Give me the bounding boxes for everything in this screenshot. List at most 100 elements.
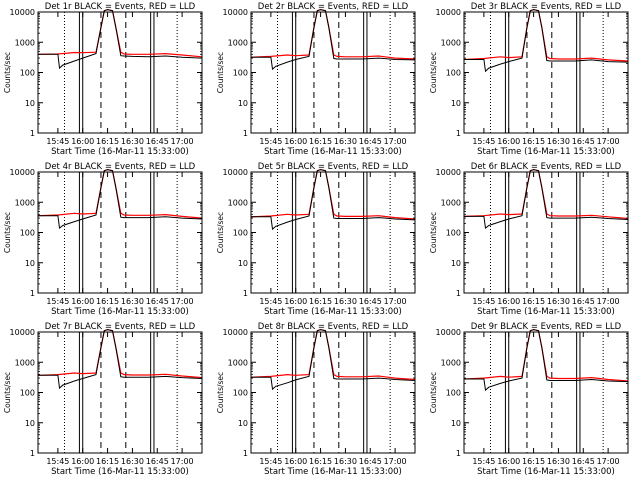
x-tick-label: 15:45 bbox=[259, 297, 282, 306]
x-tick-label: 16:15 bbox=[309, 297, 332, 306]
detector-panel: Det 7r BLACK = Events, RED = LLD 1 10 100 10… bbox=[3, 322, 203, 477]
y-tick-label: 1000 bbox=[15, 358, 35, 367]
x-tick-label: 17:00 bbox=[171, 297, 194, 306]
x-tick-label: 16:45 bbox=[359, 137, 382, 146]
x-tick-label: 15:45 bbox=[259, 457, 282, 466]
x-tick-label: 15:45 bbox=[472, 297, 495, 306]
y-axis-label: Counts/sec bbox=[216, 52, 225, 93]
x-tick-label: 16:15 bbox=[96, 137, 119, 146]
x-tick-label: 17:00 bbox=[171, 457, 194, 466]
events-series-line bbox=[251, 169, 416, 231]
panel-title: Det 2r BLACK = Events, RED = LLD bbox=[258, 2, 409, 12]
y-tick-label: 10 bbox=[25, 419, 35, 428]
x-tick-label: 16:30 bbox=[334, 457, 357, 466]
y-tick-label: 10000 bbox=[436, 168, 461, 177]
x-tick-label: 16:45 bbox=[359, 297, 382, 306]
events-series-line bbox=[251, 9, 416, 71]
y-tick-label: 1000 bbox=[15, 38, 35, 47]
y-tick-label: 1 bbox=[456, 129, 461, 138]
panel-title: Det 5r BLACK = Events, RED = LLD bbox=[258, 162, 409, 172]
x-tick-label: 16:00 bbox=[284, 457, 307, 466]
x-axis-label: Start Time (16-Mar-11 15:33:00) bbox=[477, 147, 615, 157]
panel-title: Det 7r BLACK = Events, RED = LLD bbox=[45, 322, 196, 332]
x-tick-label: 16:00 bbox=[497, 457, 520, 466]
y-tick-label: 100 bbox=[20, 389, 35, 398]
x-tick-label: 16:15 bbox=[522, 457, 545, 466]
y-tick-label: 1000 bbox=[441, 198, 461, 207]
y-tick-label: 10000 bbox=[223, 328, 248, 337]
x-tick-label: 15:45 bbox=[46, 137, 69, 146]
x-tick-label: 17:00 bbox=[597, 297, 620, 306]
x-tick-label: 16:00 bbox=[497, 297, 520, 306]
y-axis-label: Counts/sec bbox=[429, 372, 438, 413]
x-axis-label: Start Time (16-Mar-11 15:33:00) bbox=[51, 467, 189, 477]
detector-panel: Det 2r BLACK = Events, RED = LLD 1 10 100 10… bbox=[216, 2, 416, 157]
y-tick-label: 10 bbox=[238, 259, 248, 268]
x-tick-label: 16:00 bbox=[284, 297, 307, 306]
y-axis-label: Counts/sec bbox=[216, 372, 225, 413]
x-tick-label: 16:45 bbox=[146, 137, 169, 146]
y-tick-label: 1000 bbox=[228, 38, 248, 47]
y-tick-label: 10 bbox=[451, 419, 461, 428]
panel-title: Det 6r BLACK = Events, RED = LLD bbox=[471, 162, 622, 172]
y-tick-label: 10 bbox=[451, 99, 461, 108]
detector-panel: Det 9r BLACK = Events, RED = LLD 1 10 100 10… bbox=[429, 322, 629, 477]
x-tick-label: 17:00 bbox=[384, 457, 407, 466]
x-tick-label: 16:30 bbox=[121, 457, 144, 466]
y-tick-label: 10 bbox=[451, 259, 461, 268]
x-tick-label: 17:00 bbox=[597, 137, 620, 146]
y-tick-label: 100 bbox=[233, 389, 248, 398]
x-tick-label: 16:15 bbox=[309, 457, 332, 466]
y-tick-label: 1000 bbox=[15, 198, 35, 207]
y-tick-label: 100 bbox=[446, 389, 461, 398]
y-tick-label: 100 bbox=[446, 69, 461, 78]
x-tick-label: 16:30 bbox=[334, 297, 357, 306]
y-tick-label: 10000 bbox=[10, 168, 35, 177]
x-tick-label: 16:45 bbox=[572, 297, 595, 306]
detector-panel: Det 1r BLACK = Events, RED = LLD 1 10 100 10… bbox=[3, 2, 203, 157]
y-tick-label: 10000 bbox=[436, 328, 461, 337]
x-axis-label: Start Time (16-Mar-11 15:33:00) bbox=[477, 467, 615, 477]
panel-title: Det 3r BLACK = Events, RED = LLD bbox=[471, 2, 622, 12]
x-tick-label: 16:45 bbox=[572, 137, 595, 146]
y-axis-label: Counts/sec bbox=[3, 212, 12, 253]
detector-panel: Det 4r BLACK = Events, RED = LLD 1 10 100 10… bbox=[3, 162, 203, 317]
x-tick-label: 16:15 bbox=[522, 137, 545, 146]
x-tick-label: 16:30 bbox=[121, 297, 144, 306]
x-tick-label: 16:15 bbox=[96, 297, 119, 306]
events-series-line bbox=[464, 329, 629, 392]
panel-title: Det 8r BLACK = Events, RED = LLD bbox=[258, 322, 409, 332]
y-tick-label: 10000 bbox=[223, 8, 248, 17]
panel-title: Det 4r BLACK = Events, RED = LLD bbox=[45, 162, 196, 172]
y-tick-label: 100 bbox=[233, 229, 248, 238]
x-axis-label: Start Time (16-Mar-11 15:33:00) bbox=[51, 307, 189, 317]
y-tick-label: 10 bbox=[238, 99, 248, 108]
panel-title: Det 9r BLACK = Events, RED = LLD bbox=[471, 322, 622, 332]
detector-panel: Det 6r BLACK = Events, RED = LLD 1 10 100 10… bbox=[429, 162, 629, 317]
y-tick-label: 1000 bbox=[228, 198, 248, 207]
x-axis-label: Start Time (16-Mar-11 15:33:00) bbox=[51, 147, 189, 157]
events-series-line bbox=[38, 329, 203, 390]
x-tick-label: 15:45 bbox=[472, 137, 495, 146]
x-tick-label: 15:45 bbox=[259, 137, 282, 146]
y-tick-label: 10000 bbox=[10, 8, 35, 17]
y-tick-label: 1 bbox=[30, 129, 35, 138]
x-tick-label: 17:00 bbox=[384, 137, 407, 146]
events-series-line bbox=[38, 9, 203, 70]
detector-panel: Det 3r BLACK = Events, RED = LLD 1 10 100 10… bbox=[429, 2, 629, 157]
y-axis-label: Counts/sec bbox=[3, 372, 12, 413]
x-tick-label: 16:00 bbox=[284, 137, 307, 146]
events-series-line bbox=[251, 329, 416, 391]
y-tick-label: 10 bbox=[238, 419, 248, 428]
detector-panel: Det 5r BLACK = Events, RED = LLD 1 10 100 10… bbox=[216, 162, 416, 317]
x-tick-label: 16:00 bbox=[497, 137, 520, 146]
x-tick-label: 16:00 bbox=[71, 457, 94, 466]
y-axis-label: Counts/sec bbox=[429, 212, 438, 253]
events-series-line bbox=[464, 169, 629, 230]
y-tick-label: 10000 bbox=[223, 168, 248, 177]
x-tick-label: 16:45 bbox=[572, 457, 595, 466]
y-tick-label: 100 bbox=[20, 69, 35, 78]
y-tick-label: 10 bbox=[25, 259, 35, 268]
x-axis-label: Start Time (16-Mar-11 15:33:00) bbox=[264, 467, 402, 477]
